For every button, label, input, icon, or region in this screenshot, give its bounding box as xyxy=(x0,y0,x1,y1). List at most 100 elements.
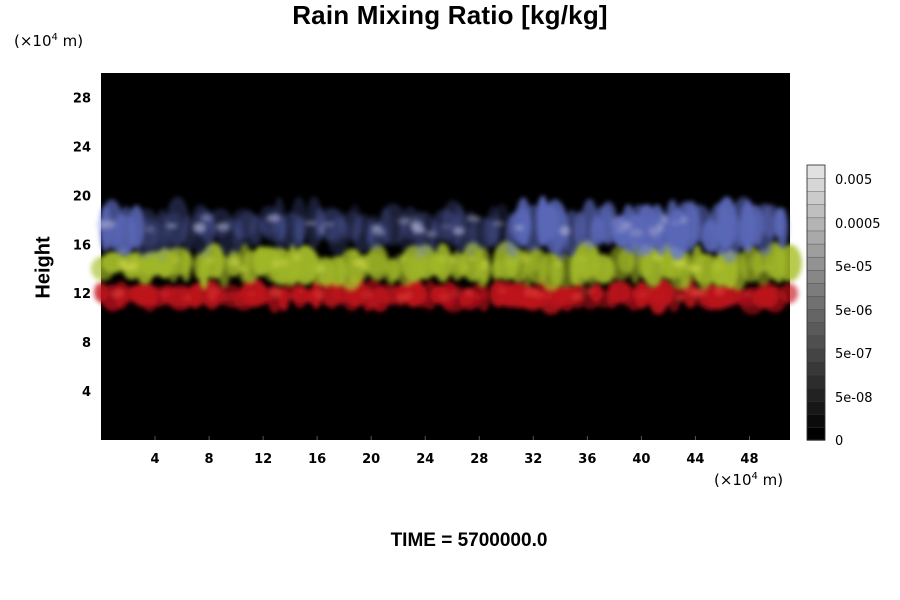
layer-highlight xyxy=(449,289,462,298)
colorbar-step xyxy=(806,282,826,297)
layer-highlight xyxy=(482,259,489,265)
layer-blue xyxy=(95,195,789,264)
layer-highlight xyxy=(316,264,326,272)
layer-highlight xyxy=(675,258,687,265)
layer-highlight xyxy=(542,293,554,298)
layer-highlight xyxy=(620,222,632,229)
layer-blob xyxy=(289,287,314,304)
layer-highlight xyxy=(492,221,505,227)
layer-highlight xyxy=(714,286,725,296)
layer-blob xyxy=(477,289,490,312)
layer-highlight xyxy=(216,222,230,231)
colorbar-step xyxy=(806,321,826,336)
layer-highlight xyxy=(412,226,426,234)
layer-highlight xyxy=(661,215,668,224)
x-tick-label: 32 xyxy=(524,452,542,467)
layer-highlight xyxy=(575,257,588,262)
x-tick-label: 28 xyxy=(470,452,488,467)
layer-highlight xyxy=(449,254,457,265)
x-axis-ticks: 4 8 12 16 20 24 28 32 36 40 44 48 xyxy=(151,436,759,467)
layer-highlight xyxy=(173,254,181,265)
chart-title: Rain Mixing Ratio [kg/kg] xyxy=(292,0,608,30)
layer-highlight xyxy=(298,287,305,293)
layer-blob xyxy=(366,244,389,281)
layer-highlight xyxy=(405,291,412,300)
layer-highlight xyxy=(741,291,753,297)
layer-highlight xyxy=(571,293,584,300)
colorbar: 0.005 0.0005 5e-05 5e-06 5e-07 5e-08 0 xyxy=(806,164,881,449)
layer-highlight xyxy=(200,215,213,221)
layer-highlight xyxy=(316,293,323,300)
x-axis-unit: (×104 m) xyxy=(714,471,784,489)
layer-highlight xyxy=(518,253,532,263)
x-tick-label: 12 xyxy=(254,452,272,467)
layer-highlight xyxy=(581,286,594,295)
layer-highlight xyxy=(647,225,659,234)
colorbar-step xyxy=(806,400,826,415)
layer-highlight xyxy=(208,294,216,301)
layer-highlight xyxy=(361,263,369,271)
colorbar-step xyxy=(806,230,826,245)
layer-highlight xyxy=(670,220,684,226)
y-tick-label: 24 xyxy=(73,140,91,155)
layer-highlight xyxy=(129,259,139,269)
colorbar-label: 5e-06 xyxy=(835,304,873,319)
x-tick-label: 20 xyxy=(362,452,380,467)
y-axis-ticks: 4 8 12 16 20 24 28 xyxy=(73,91,91,400)
data-layers xyxy=(90,195,802,315)
layer-highlight xyxy=(322,222,335,227)
layer-highlight xyxy=(629,229,643,237)
layer-highlight xyxy=(117,288,124,295)
x-tick-label: 48 xyxy=(740,452,758,467)
colorbar-step xyxy=(806,426,826,441)
colorbar-step xyxy=(806,413,826,428)
x-tick-label: 40 xyxy=(632,452,650,467)
layer-highlight xyxy=(145,225,155,233)
colorbar-label: 5e-08 xyxy=(835,391,873,406)
layer-highlight xyxy=(437,253,449,263)
layer-highlight xyxy=(293,254,301,261)
colorbar-step xyxy=(806,177,826,192)
layer-blob xyxy=(181,249,192,283)
colorbar-step xyxy=(806,204,826,219)
layer-blob xyxy=(779,283,799,304)
layer-yellow-green xyxy=(90,240,802,292)
layer-highlight xyxy=(166,223,178,229)
colorbar-step xyxy=(806,217,826,232)
layer-highlight xyxy=(304,220,317,226)
layer-highlight xyxy=(238,267,248,272)
layer-highlight xyxy=(683,264,698,272)
colorbar-step xyxy=(806,335,826,350)
layer-highlight xyxy=(646,289,653,295)
y-tick-label: 16 xyxy=(73,238,91,253)
colorbar-label: 5e-05 xyxy=(835,260,873,275)
layer-highlight xyxy=(359,254,370,265)
layer-highlight xyxy=(461,264,473,272)
layer-highlight xyxy=(559,226,571,236)
layer-highlight xyxy=(95,219,107,230)
layer-highlight xyxy=(467,215,481,222)
layer-highlight xyxy=(193,222,206,233)
layer-highlight xyxy=(680,216,688,223)
layer-highlight xyxy=(278,258,289,267)
layer-highlight xyxy=(360,290,374,298)
layer-blob xyxy=(182,215,194,253)
y-tick-label: 8 xyxy=(82,336,91,351)
layer-highlight xyxy=(635,290,649,299)
layer-highlight xyxy=(439,292,452,302)
time-label: TIME = 5700000.0 xyxy=(390,530,548,551)
layer-highlight xyxy=(271,288,282,299)
layer-blob xyxy=(295,215,307,246)
layer-highlight xyxy=(688,290,703,297)
layer-highlight xyxy=(533,291,544,298)
layer-highlight xyxy=(396,293,408,302)
layer-highlight xyxy=(514,225,525,230)
x-tick-label: 24 xyxy=(416,452,434,467)
colorbar-step xyxy=(806,361,826,376)
layer-highlight xyxy=(497,288,506,293)
layer-highlight xyxy=(397,217,411,225)
x-tick-label: 44 xyxy=(686,452,704,467)
layer-highlight xyxy=(711,262,724,272)
y-axis-unit: (×104 m) xyxy=(14,32,84,50)
